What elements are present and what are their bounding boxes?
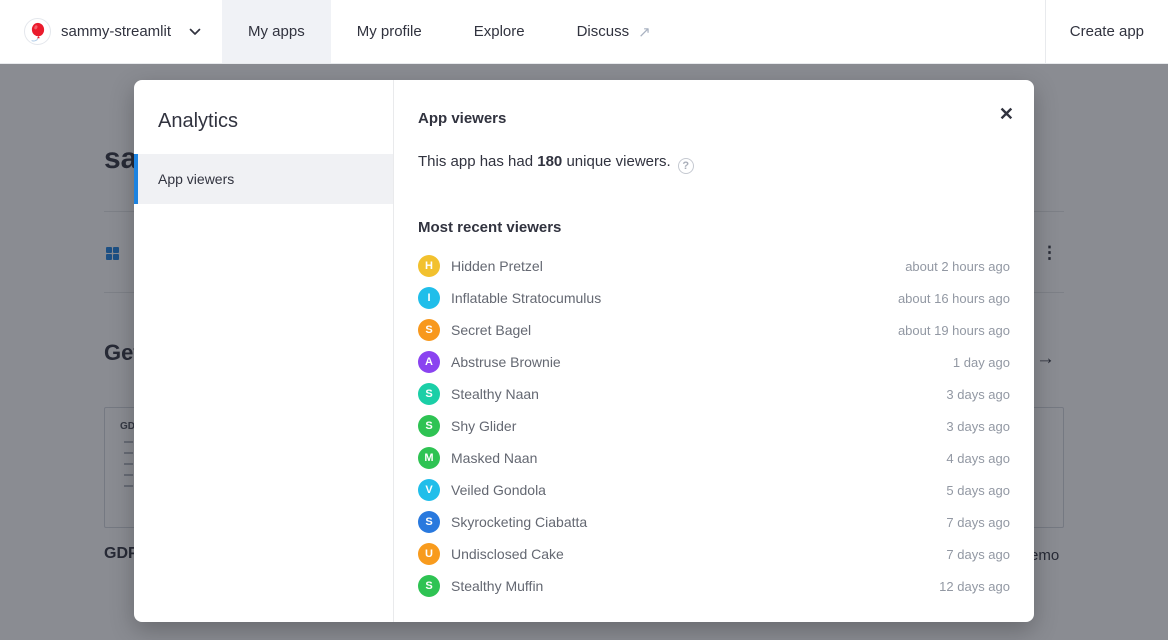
viewer-name: Secret Bagel (451, 322, 532, 338)
viewer-time: 12 days ago (939, 578, 1010, 594)
viewer-row: S Skyrocketing Ciabatta 7 days ago (418, 506, 1010, 538)
avatar: A (418, 351, 440, 373)
viewer-time: 7 days ago (946, 546, 1010, 562)
tab-my-apps-label: My apps (248, 23, 305, 40)
avatar: S (418, 319, 440, 341)
recent-viewers-title: Most recent viewers (418, 219, 562, 236)
tab-my-profile-label: My profile (356, 23, 422, 40)
top-navbar: sammy-streamlit My apps My profile Explo… (0, 0, 1168, 64)
modal-title: App viewers (418, 110, 507, 127)
viewer-row: S Secret Bagel about 19 hours ago (418, 314, 1010, 346)
workspace-switcher[interactable]: sammy-streamlit (0, 0, 222, 63)
viewer-name: Stealthy Naan (451, 386, 539, 402)
viewer-count: 180 (537, 153, 563, 170)
sidebar-item-label: App viewers (158, 171, 235, 187)
avatar: V (418, 479, 440, 501)
viewer-name: Skyrocketing Ciabatta (451, 514, 588, 530)
viewers-list: H Hidden Pretzel about 2 hours ago I Inf… (418, 250, 1010, 602)
viewer-time: about 2 hours ago (905, 258, 1010, 274)
viewer-row: S Shy Glider 3 days ago (418, 410, 1010, 442)
balloon-logo-icon (24, 18, 51, 45)
tab-my-apps[interactable]: My apps (222, 0, 331, 63)
avatar: S (418, 511, 440, 533)
viewer-name: Hidden Pretzel (451, 258, 543, 274)
avatar: S (418, 383, 440, 405)
viewer-time: about 16 hours ago (897, 290, 1010, 306)
tab-discuss[interactable]: Discuss ↗ (551, 0, 677, 63)
viewer-name: Abstruse Brownie (451, 354, 561, 370)
viewer-name: Veiled Gondola (451, 482, 546, 498)
sidebar-title: Analytics (158, 110, 239, 132)
viewer-row: I Inflatable Stratocumulus about 16 hour… (418, 282, 1010, 314)
analytics-modal: Analytics App viewers App viewers ✕ This… (134, 80, 1034, 622)
tab-my-profile[interactable]: My profile (331, 0, 448, 63)
viewer-name: Undisclosed Cake (451, 546, 564, 562)
modal-sidebar: Analytics App viewers (134, 80, 394, 622)
close-icon[interactable]: ✕ (998, 104, 1014, 124)
viewer-time: 1 day ago (952, 354, 1010, 370)
workspace-name: sammy-streamlit (61, 23, 172, 40)
viewer-time: 4 days ago (946, 450, 1010, 466)
summary-text: This app has had 180 unique viewers.? (418, 153, 1010, 174)
summary-suffix: unique viewers. (566, 153, 671, 170)
tab-explore[interactable]: Explore (448, 0, 551, 63)
viewer-time: 3 days ago (946, 418, 1010, 434)
modal-main: App viewers ✕ This app has had 180 uniqu… (394, 80, 1034, 622)
viewer-time: about 19 hours ago (897, 322, 1010, 338)
viewer-time: 5 days ago (946, 482, 1010, 498)
create-app-button[interactable]: Create app (1044, 0, 1168, 63)
viewer-name: Stealthy Muffin (451, 578, 544, 594)
viewer-name: Masked Naan (451, 450, 538, 466)
viewer-row: U Undisclosed Cake 7 days ago (418, 538, 1010, 570)
avatar: S (418, 575, 440, 597)
viewer-row: M Masked Naan 4 days ago (418, 442, 1010, 474)
avatar: S (418, 415, 440, 437)
tab-discuss-label: Discuss (576, 23, 630, 40)
avatar: U (418, 543, 440, 565)
viewer-row: S Stealthy Naan 3 days ago (418, 378, 1010, 410)
avatar: H (418, 255, 440, 277)
avatar: I (418, 287, 440, 309)
navbar-spacer (677, 0, 1045, 63)
viewer-row: H Hidden Pretzel about 2 hours ago (418, 250, 1010, 282)
sidebar-item-app-viewers[interactable]: App viewers (134, 154, 393, 204)
viewer-name: Inflatable Stratocumulus (451, 290, 602, 306)
create-app-label: Create app (1069, 23, 1144, 40)
tab-explore-label: Explore (473, 23, 525, 40)
external-link-icon: ↗ (638, 23, 651, 41)
summary-prefix: This app has had (418, 153, 534, 170)
viewer-time: 3 days ago (946, 386, 1010, 402)
chevron-down-icon (189, 28, 201, 36)
viewer-name: Shy Glider (451, 418, 517, 434)
viewer-row: S Stealthy Muffin 12 days ago (418, 570, 1010, 602)
viewer-time: 7 days ago (946, 514, 1010, 530)
viewer-row: A Abstruse Brownie 1 day ago (418, 346, 1010, 378)
viewer-row: V Veiled Gondola 5 days ago (418, 474, 1010, 506)
help-icon[interactable]: ? (677, 158, 694, 174)
avatar: M (418, 447, 440, 469)
